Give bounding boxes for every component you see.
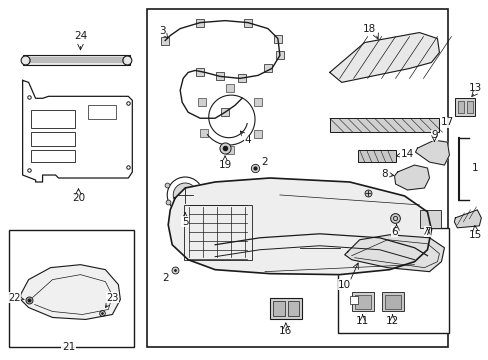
Polygon shape [415,140,448,165]
Text: 21: 21 [62,342,75,352]
Bar [161,37,169,45]
Polygon shape [168,178,430,275]
Bar [31,132,75,146]
Bar [225,84,234,92]
Bar [31,110,75,128]
Bar [198,98,206,106]
Bar [196,19,203,27]
Text: 17: 17 [439,117,453,127]
Text: 14: 14 [396,149,413,159]
Polygon shape [329,32,439,82]
Bar [349,296,357,303]
Bar [354,294,370,309]
Bar [147,9,447,347]
Text: 3: 3 [159,26,167,38]
Bar [221,108,228,116]
Bar [253,130,261,138]
Text: 22: 22 [8,293,24,302]
Bar [253,98,261,106]
Bar [31,150,75,162]
Bar [454,98,474,116]
Text: 9: 9 [430,130,437,140]
Bar [329,118,439,132]
Polygon shape [453,210,480,228]
Bar [269,298,301,319]
Circle shape [122,56,132,65]
Bar [22,55,130,66]
Text: 4: 4 [240,131,251,145]
Text: 16: 16 [279,327,292,336]
Text: 10: 10 [338,280,350,289]
Bar [337,228,448,333]
Bar [467,101,472,113]
Circle shape [173,183,197,207]
Bar [384,294,400,309]
Text: 20: 20 [72,193,85,203]
Bar [238,75,245,82]
Text: 5: 5 [182,213,188,227]
Text: 24: 24 [74,31,87,41]
Text: 23: 23 [105,293,118,307]
Bar [381,292,403,311]
Bar [419,210,441,228]
Text: 19: 19 [218,156,231,170]
Bar [200,129,208,137]
Bar [287,301,298,316]
Text: 13: 13 [468,84,481,93]
Text: 2: 2 [261,157,268,167]
Bar [264,64,271,72]
Text: 11: 11 [355,316,368,327]
Bar [272,301,285,316]
Text: 6: 6 [390,227,397,237]
Polygon shape [344,235,444,272]
Bar [273,35,281,42]
Bar [88,105,116,119]
Text: 15: 15 [468,230,481,240]
Polygon shape [394,165,428,190]
Bar [357,150,395,162]
Bar [275,51,284,59]
Text: 2: 2 [162,273,168,283]
Text: 8: 8 [381,169,393,179]
Bar [225,146,234,154]
Text: 18: 18 [362,24,375,33]
Text: 1: 1 [471,163,478,173]
Bar [196,68,203,76]
Bar [184,205,251,260]
Text: 7: 7 [423,227,430,237]
Bar [351,292,373,311]
Circle shape [21,56,30,65]
Bar [244,19,251,27]
Bar [216,72,224,80]
Text: 12: 12 [385,316,398,327]
Bar [457,101,464,113]
Bar [9,230,134,347]
Polygon shape [20,265,120,319]
